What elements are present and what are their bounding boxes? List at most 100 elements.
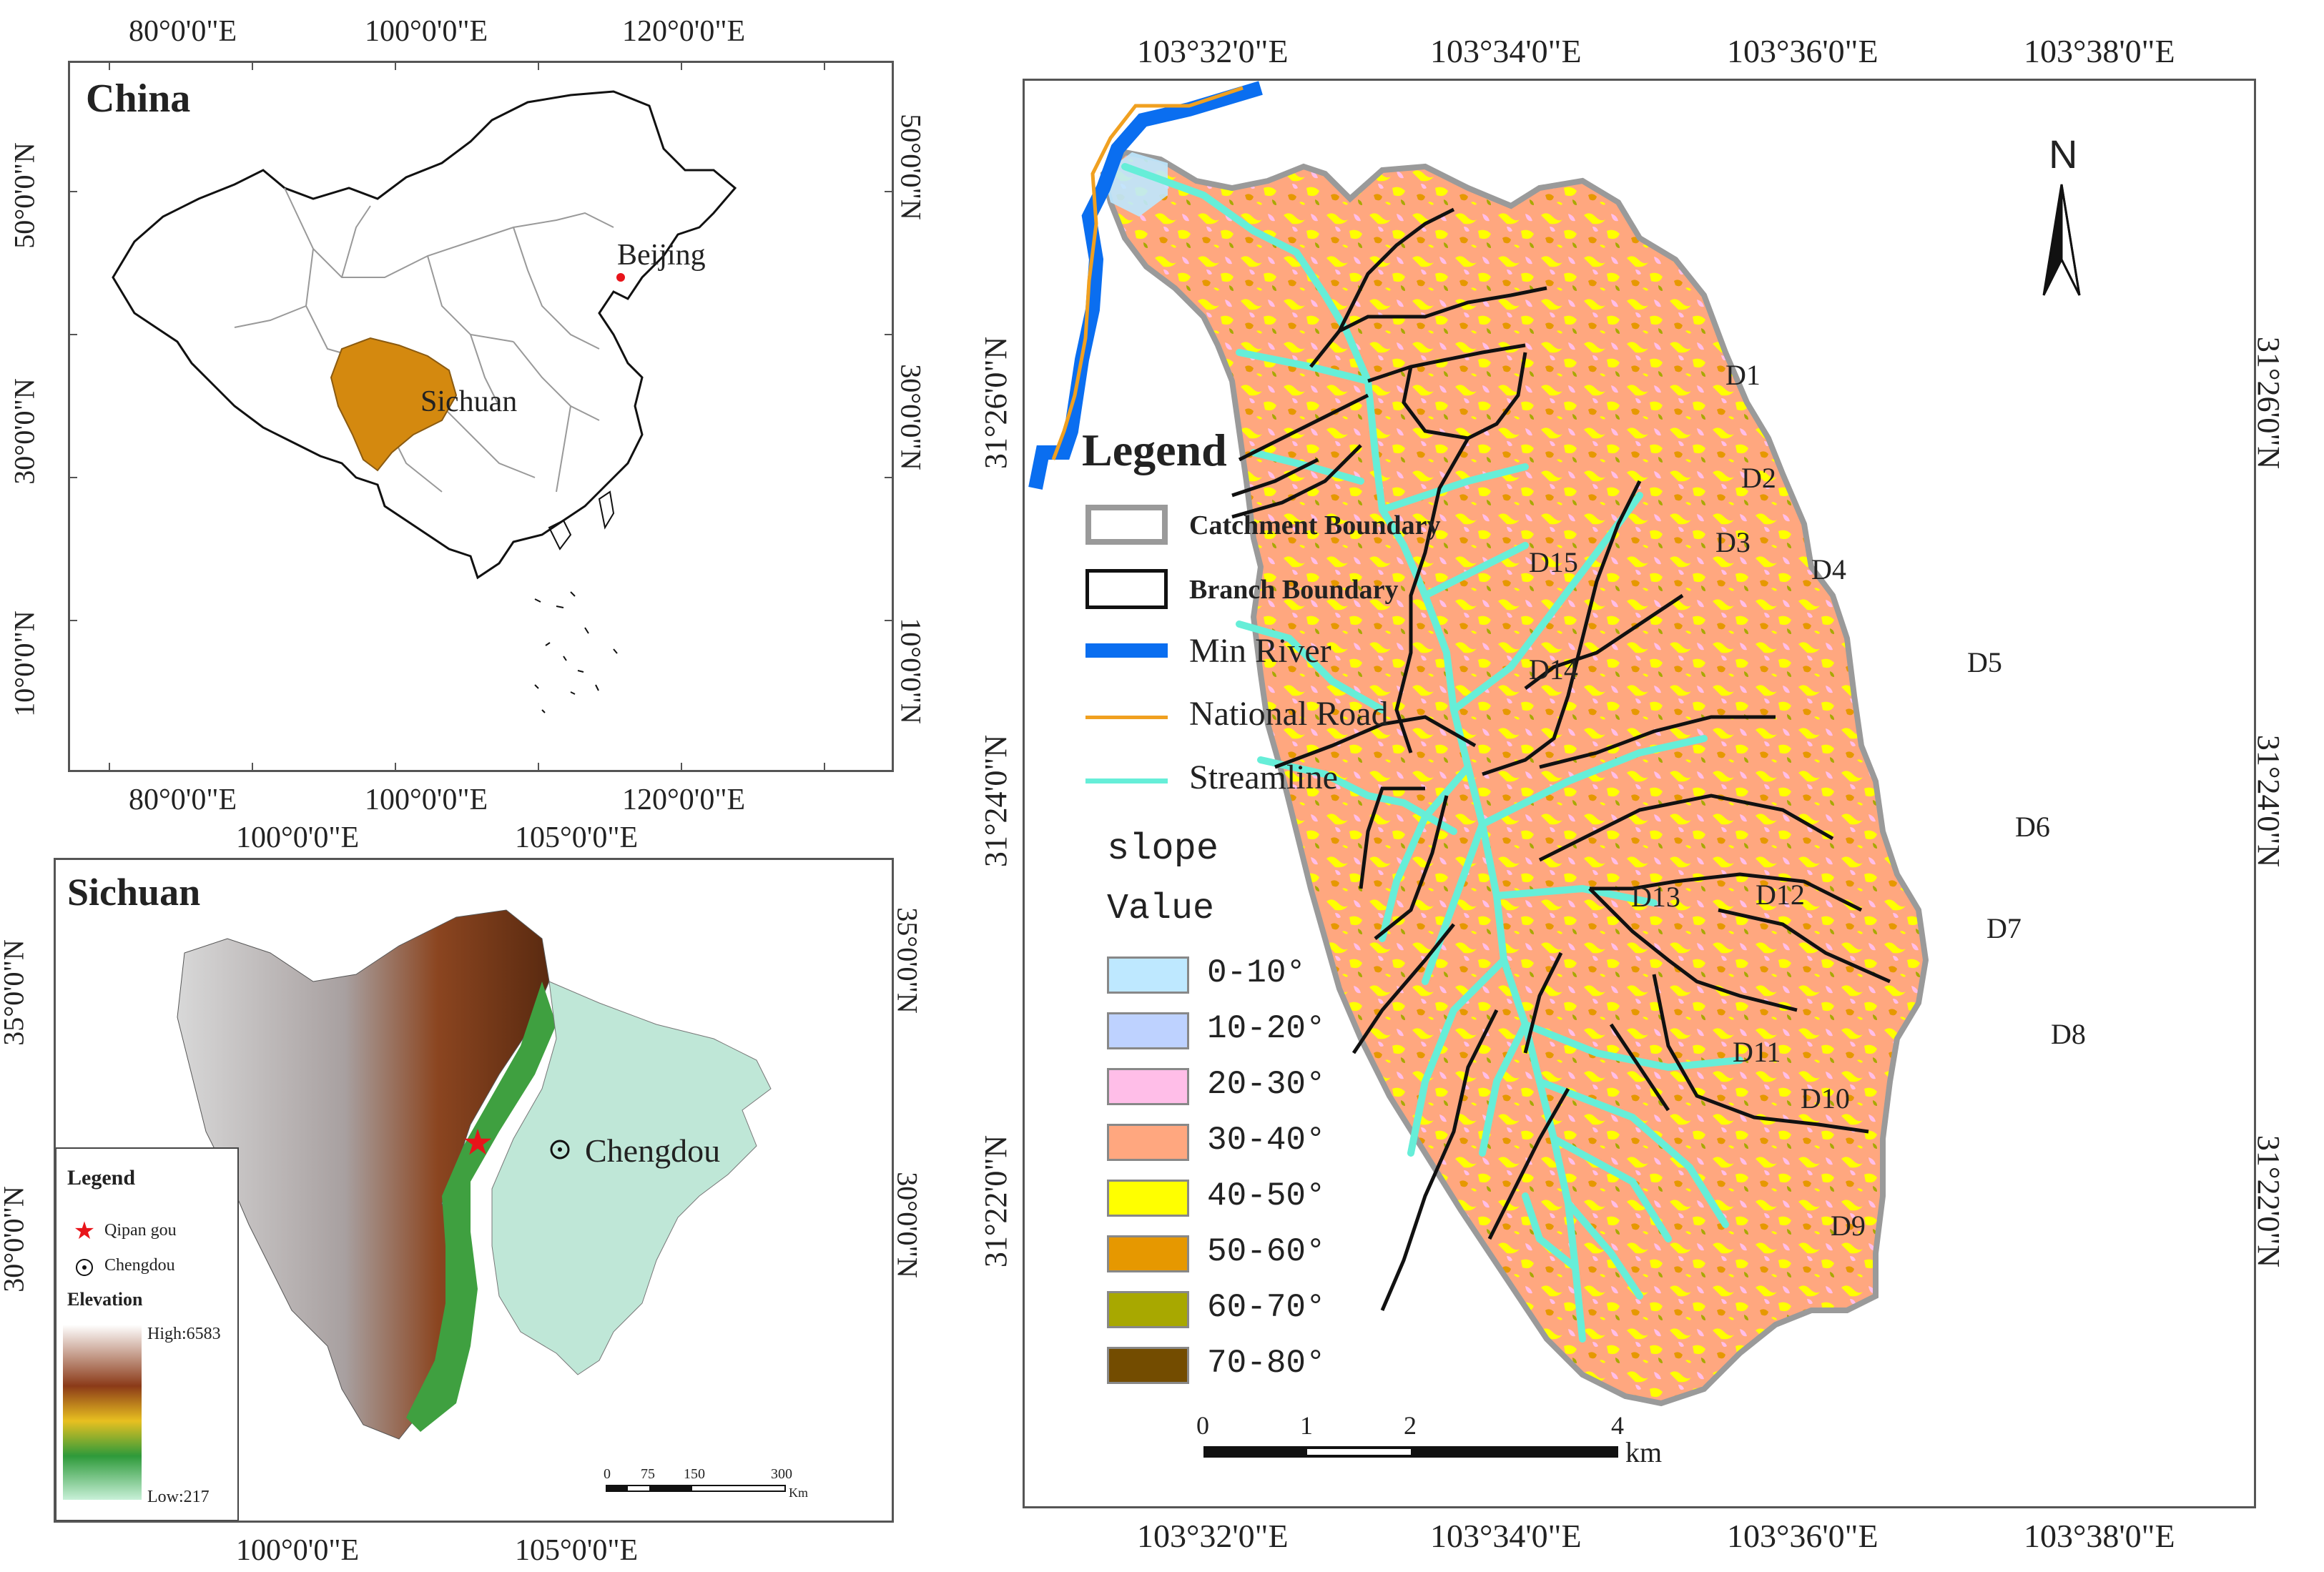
sichuan-scale-bar (606, 1485, 786, 1492)
china-outline (112, 90, 737, 580)
qipan-gou-star: ★ (462, 1122, 494, 1162)
legend-swatch-stream (1085, 778, 1168, 783)
chengdou-label: Chengdou (585, 1132, 721, 1169)
branch-label-d14: D14 (1529, 653, 1578, 686)
south-sea-islands (534, 591, 618, 713)
sichuan-scale-150: 150 (684, 1466, 705, 1482)
china-right-tick-1: 50°0'0"N (895, 114, 927, 220)
catchment-scale-unit: km (1625, 1436, 1663, 1468)
sichuan-scale-75: 75 (641, 1466, 655, 1482)
slope-class-7: 60-70° (1207, 1289, 1326, 1326)
branch-label-d11: D11 (1733, 1036, 1781, 1068)
sichuan-foothills (406, 982, 556, 1432)
china-map-svg (70, 63, 892, 770)
sichuan-left-tick-2: 30°0'0"N (0, 1186, 30, 1292)
slope-class-6: 50-60° (1207, 1233, 1326, 1270)
china-bottom-tick-2: 100°0'0"E (365, 783, 488, 816)
sichuan-right-tick-2: 30°0'0"N (891, 1172, 924, 1278)
slope-class-4: 30-40° (1207, 1122, 1326, 1159)
legend-catchment-boundary: Catchment Boundary (1189, 510, 1441, 540)
legend-min-river: Min River (1189, 632, 1331, 670)
sichuan-scale-300: 300 (771, 1466, 792, 1482)
catchment-top-tick-1: 103°32'0"E (1137, 33, 1289, 69)
legend-swatch-catchment (1085, 505, 1168, 545)
legend-swatch-road (1085, 716, 1168, 719)
slope-swatch-4 (1107, 1124, 1189, 1161)
catchment-top-tick-2: 103°34'0"E (1430, 33, 1582, 69)
catchment-top-tick-4: 103°38'0"E (2024, 33, 2175, 69)
china-bottom-tick-3: 120°0'0"E (622, 783, 746, 816)
branch-label-d8: D8 (2051, 1018, 2086, 1050)
sichuan-shape (330, 337, 458, 472)
catchment-right-tick-1: 31°26'0"N (2251, 336, 2287, 470)
sichuan-scale-unit: Km (789, 1486, 808, 1500)
branch-label-d3: D3 (1715, 526, 1751, 558)
chengdou-marker (550, 1140, 570, 1160)
catchment-map-panel: D1 D2 D3 D4 D5 D6 D7 D8 D9 D10 D11 D12 D… (1023, 79, 2256, 1508)
slope-swatch-8 (1107, 1347, 1189, 1384)
catchment-legend-title: Legend (1082, 425, 1227, 475)
sichuan-map-panel: ★ ★ Sichuan Chengdou Legend Qipan gou Ch… (54, 858, 894, 1523)
north-label: N (2049, 132, 2078, 177)
china-top-tick-1: 80°0'0"E (129, 15, 237, 48)
elevation-high: High:6583 (147, 1325, 221, 1343)
slope-class-5: 40-50° (1207, 1177, 1326, 1215)
elevation-low: Low:217 (147, 1488, 210, 1506)
branch-label-d1: D1 (1725, 359, 1761, 391)
legend-swatch-branch (1085, 569, 1168, 609)
china-top-tick-3: 120°0'0"E (622, 15, 746, 48)
beijing-label: Beijing (617, 239, 706, 272)
slope-swatch-1 (1107, 956, 1189, 994)
branch-boundaries (1231, 207, 1891, 1311)
branch-label-d5: D5 (1967, 646, 2002, 678)
branch-label-d13: D13 (1631, 881, 1680, 913)
legend-chengdou: Chengdou (104, 1256, 175, 1275)
legend-slope-title: slope (1107, 828, 1219, 870)
elevation-title: Elevation (67, 1289, 143, 1310)
streamlines (1121, 163, 1743, 1343)
sichuan-bottom-tick-2: 105°0'0"E (515, 1534, 639, 1567)
branch-label-d15: D15 (1529, 546, 1578, 578)
branch-label-d10: D10 (1801, 1082, 1850, 1114)
sichuan-basin (491, 981, 772, 1375)
elevation-ramp (63, 1325, 142, 1500)
slope-swatch-3 (1107, 1068, 1189, 1105)
slope-class-8: 70-80° (1207, 1345, 1326, 1382)
catchment-top-tick-3: 103°36'0"E (1727, 33, 1879, 69)
china-left-tick-2: 30°0'0"N (8, 378, 41, 485)
legend-swatch-river (1085, 643, 1168, 658)
branch-label-d9: D9 (1831, 1210, 1866, 1242)
catchment-left-tick-3: 31°22'0"N (978, 1134, 1014, 1268)
slope-swatch-7 (1107, 1291, 1189, 1328)
slope-class-2: 10-20° (1207, 1010, 1326, 1047)
catchment-scale-4: 4 (1611, 1411, 1624, 1440)
sichuan-title: Sichuan (67, 871, 201, 914)
branch-label-d7: D7 (1986, 912, 2022, 944)
branch-label-d6: D6 (2015, 811, 2050, 843)
legend-qipan-gou: Qipan gou (104, 1221, 177, 1240)
catchment-scale-1: 1 (1300, 1411, 1313, 1440)
legend-branch-boundary: Branch Boundary (1189, 575, 1399, 605)
catchment-right-tick-2: 31°24'0"N (2251, 734, 2287, 868)
china-top-tick-2: 100°0'0"E (365, 15, 488, 48)
catchment-scale-2: 2 (1404, 1411, 1417, 1440)
sichuan-scale-0: 0 (604, 1466, 611, 1482)
sichuan-legend-title: Legend (67, 1166, 136, 1190)
slope-swatch-2 (1107, 1012, 1189, 1049)
legend-star: ★ (74, 1218, 95, 1245)
branch-label-d2: D2 (1741, 462, 1776, 494)
china-right-tick-3: 10°0'0"N (895, 618, 927, 724)
slope-class-1: 0-10° (1207, 954, 1306, 992)
catchment-bottom-tick-2: 103°34'0"E (1430, 1518, 1582, 1554)
branch-label-d4: D4 (1811, 553, 1846, 585)
branch-label-d12: D12 (1756, 879, 1805, 911)
china-left-tick-1: 50°0'0"N (8, 142, 41, 249)
legend-streamline: Streamline (1189, 758, 1338, 796)
sichuan-top-tick-2: 105°0'0"E (515, 821, 639, 854)
catchment-left-tick-2: 31°24'0"N (978, 734, 1014, 868)
grid-ticks (70, 63, 892, 770)
catchment-scale-bar (1203, 1446, 1618, 1458)
sichuan-map-svg: ★ ★ (56, 909, 786, 1521)
catchment-bottom-tick-4: 103°38'0"E (2024, 1518, 2175, 1554)
sichuan-right-tick-1: 35°0'0"N (891, 907, 924, 1014)
